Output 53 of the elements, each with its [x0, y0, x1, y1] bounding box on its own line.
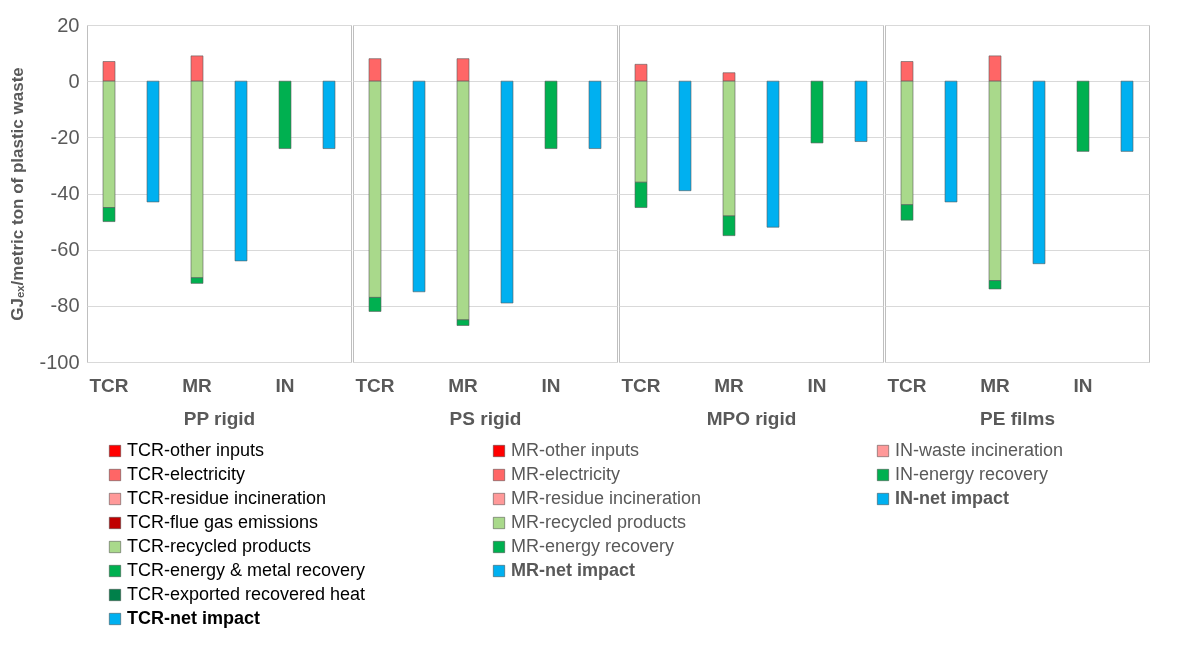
x-tick-label: TCR: [355, 374, 395, 396]
bar: [500, 80, 514, 304]
legend-label: TCR-exported recovered heat: [127, 584, 366, 604]
legend-label: MR-energy recovery: [511, 536, 675, 556]
legend-label: MR-net impact: [511, 560, 636, 580]
bar: [678, 80, 692, 191]
bar: [1120, 80, 1134, 152]
y-axis-title: GJₑₓ/metric ton of plastic waste: [8, 67, 28, 321]
legend-label: TCR-other inputs: [127, 440, 265, 460]
legend-label: IN-energy recovery: [895, 464, 1049, 484]
x-tick-label: IN: [275, 374, 295, 396]
x-axis-title: PE films: [980, 407, 1055, 429]
legend-label: TCR-net impact: [127, 608, 261, 628]
x-tick-label: TCR: [887, 374, 927, 396]
legend-label: MR-electricity: [511, 464, 621, 484]
x-tick-label: MR: [714, 374, 745, 396]
bar: [854, 80, 868, 142]
bar: [1032, 80, 1046, 265]
x-tick-label: IN: [1073, 374, 1093, 396]
y-tick-label: -100: [39, 350, 80, 373]
legend-label: IN-net impact: [895, 488, 1010, 508]
x-tick-label: IN: [541, 374, 561, 396]
legend-label: MR-residue incineration: [511, 488, 702, 508]
x-axis-title: PS rigid: [449, 407, 522, 429]
x-tick-label: MR: [448, 374, 479, 396]
bar: [810, 80, 824, 144]
x-axis-title: MPO rigid: [706, 407, 797, 429]
bar: [1076, 80, 1090, 152]
x-tick-label: IN: [807, 374, 827, 396]
y-tick-label: -60: [50, 238, 80, 261]
bar: [412, 80, 426, 293]
legend-label: TCR-electricity: [127, 464, 246, 484]
x-tick-label: MR: [182, 374, 213, 396]
y-tick-label: -40: [50, 182, 80, 204]
y-tick-label: -20: [50, 125, 80, 148]
legend-label: TCR-flue gas emissions: [127, 512, 319, 532]
x-axis-title: PP rigid: [183, 407, 256, 429]
legend-label: MR-recycled products: [511, 512, 687, 532]
legend-label: IN-waste incineration: [895, 440, 1064, 460]
bar: [544, 80, 558, 149]
legend-label: TCR-energy & metal recovery: [127, 560, 366, 580]
y-tick-label: -80: [50, 294, 80, 317]
legend-label: TCR-residue incineration: [127, 488, 327, 508]
y-tick-label: 0: [68, 69, 80, 92]
legend-label: TCR-recycled products: [127, 536, 312, 556]
y-tick-label: 20: [57, 13, 80, 36]
x-tick-label: TCR: [621, 374, 661, 396]
bar: [588, 80, 602, 149]
x-tick-label: MR: [980, 374, 1011, 396]
x-tick-label: TCR: [89, 374, 129, 396]
bar: [766, 80, 780, 228]
bar: [944, 80, 958, 203]
legend-label: MR-other inputs: [511, 440, 640, 460]
